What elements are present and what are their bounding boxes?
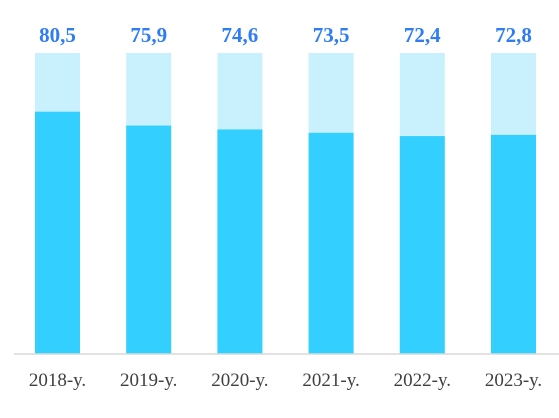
bars-group [35, 53, 536, 354]
bar-2018y [35, 111, 80, 354]
category-label-2022y: 2022-y. [394, 370, 451, 391]
category-label-2023y: 2023-y. [485, 370, 542, 391]
bar-2019y [126, 125, 172, 354]
value-label-2022y: 72,4 [404, 23, 441, 47]
category-labels-group: 2018-y. 2019-y. 2020-y. 2021-y. 2022-y. 2023-… [29, 370, 542, 391]
value-labels-group: 80,5 75,9 74,6 73,5 72,4 72,8 [39, 23, 532, 47]
bar-2020y [217, 129, 263, 354]
category-label-2020y: 2020-y. [211, 370, 268, 391]
bar-2021y [308, 132, 354, 354]
category-label-2021y: 2021-y. [302, 370, 359, 391]
value-label-2021y: 73,5 [313, 23, 350, 47]
value-label-2018y: 80,5 [39, 23, 76, 47]
value-label-2020y: 74,6 [222, 23, 259, 47]
bar-2022y [399, 136, 445, 354]
category-label-2019y: 2019-y. [120, 370, 177, 391]
value-label-2023y: 72,8 [495, 23, 532, 47]
bar-2023y [491, 134, 536, 354]
value-label-2019y: 75,9 [130, 23, 167, 47]
category-label-2018y: 2018-y. [29, 370, 86, 391]
